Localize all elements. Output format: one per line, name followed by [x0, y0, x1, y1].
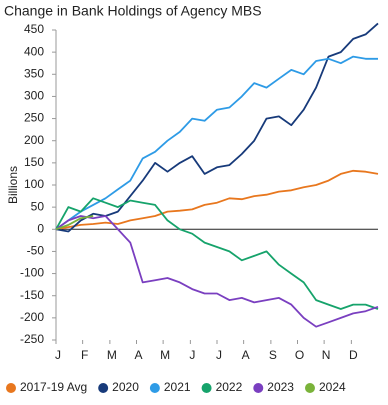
chart-title: Change in Bank Holdings of Agency MBS: [4, 3, 262, 19]
y-tick-label: -250: [20, 332, 44, 346]
y-tick-label: 150: [24, 155, 44, 169]
legend-marker: [149, 383, 160, 393]
y-tick-label: 400: [24, 44, 44, 58]
x-tick-label: S: [269, 348, 277, 362]
series-line: [55, 197, 379, 310]
y-tick-label: 0: [37, 221, 44, 235]
x-tick-label: D: [349, 348, 358, 362]
legend-marker: [201, 383, 212, 393]
series-line: [55, 169, 379, 231]
y-tick-label: 50: [31, 199, 45, 213]
y-tick-label: 450: [24, 22, 44, 36]
legend-marker: [6, 383, 16, 393]
legend-marker: [98, 383, 109, 393]
y-tick-label: 300: [24, 89, 44, 103]
y-tick-label: 100: [24, 177, 44, 191]
series-line: [55, 22, 379, 233]
y-tick-label: 250: [24, 111, 44, 125]
x-tick-label: J: [55, 348, 61, 362]
x-tick-label: O: [295, 348, 304, 362]
x-tick-label: M: [160, 348, 170, 362]
x-tick-label: J: [216, 348, 222, 362]
y-tick-label: -200: [20, 310, 44, 324]
y-tick-label: 350: [24, 66, 44, 80]
series-line: [55, 215, 379, 328]
x-tick-label: M: [107, 348, 117, 362]
series-line: [55, 215, 94, 231]
y-tick-label: 200: [24, 133, 44, 147]
legend-marker: [253, 383, 264, 393]
y-tick-label: -150: [20, 288, 44, 302]
legend-marker: [304, 383, 315, 393]
legend-label: 2023: [267, 380, 294, 394]
x-tick-label: A: [242, 348, 250, 362]
y-tick-label: -100: [20, 266, 44, 280]
y-tick-label: -50: [27, 244, 45, 258]
x-tick-label: N: [322, 348, 331, 362]
y-axis-label: Billions: [6, 166, 20, 204]
x-tick-label: J: [189, 348, 195, 362]
legend-label: 2021: [164, 380, 191, 394]
legend-label: 2022: [216, 380, 243, 394]
legend-label: 2020: [112, 380, 139, 394]
legend-label: 2017-19 Avg: [20, 380, 87, 394]
series-line: [55, 55, 378, 231]
x-tick-label: F: [81, 348, 88, 362]
x-tick-label: A: [134, 348, 142, 362]
legend-label: 2024: [319, 380, 346, 394]
